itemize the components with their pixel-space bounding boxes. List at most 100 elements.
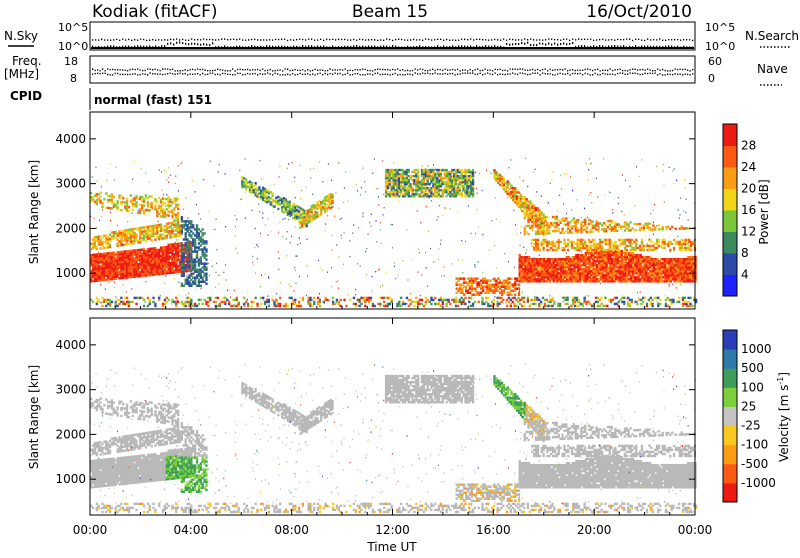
power-cell: [470, 297, 472, 299]
power-cell: [559, 303, 561, 305]
power-cell: [345, 305, 347, 307]
power-cell: [272, 192, 274, 194]
power-cell: [300, 305, 302, 307]
power-cell: [455, 297, 457, 299]
power-cell: [251, 305, 253, 307]
power-cell: [567, 249, 569, 251]
power-cell: [690, 249, 692, 251]
power-cell: [374, 305, 376, 307]
power-cell: [675, 228, 677, 230]
power-cell: [98, 299, 100, 301]
power-cell: [646, 303, 648, 305]
power-cell: [260, 303, 262, 305]
power-cell: [135, 195, 137, 197]
power-cell: [518, 277, 520, 279]
power-cell: [464, 303, 466, 305]
power-cell: [99, 247, 101, 249]
power-cell: [166, 235, 168, 237]
power-cell: [340, 305, 342, 307]
freq-traces: [92, 69, 693, 75]
power-cell: [671, 243, 673, 245]
power-cell: [158, 197, 160, 199]
power-cell: [493, 169, 495, 171]
power-cell: [379, 303, 381, 305]
power-cell: [151, 239, 153, 241]
power-cell: [355, 303, 357, 305]
power-cell: [99, 195, 101, 197]
power-cell: [319, 299, 321, 301]
power-cell: [577, 219, 579, 221]
power-cell: [116, 200, 118, 202]
power-cell: [669, 249, 671, 251]
power-cell: [143, 299, 145, 301]
power-cell: [181, 242, 183, 244]
power-cell: [111, 301, 113, 303]
power-cell: [275, 299, 277, 301]
power-cell: [156, 200, 158, 202]
power-cell: [673, 247, 675, 249]
power-cell: [635, 229, 637, 231]
power-cell: [520, 194, 522, 196]
power-cell: [279, 303, 281, 305]
cpid-label: CPID: [10, 89, 42, 103]
power-cell: [228, 301, 230, 303]
power-cell: [183, 273, 185, 275]
power-cell: [243, 297, 245, 299]
power-cell: [205, 262, 207, 264]
power-cell: [644, 297, 646, 299]
power-cell: [349, 299, 351, 301]
power-cell: [101, 305, 103, 307]
power-cell: [205, 283, 207, 285]
power-cell: [277, 208, 279, 210]
power-cell: [309, 297, 311, 299]
power-cell: [135, 303, 137, 305]
power-cell: [569, 221, 571, 223]
power-cell: [151, 196, 153, 198]
power-cell: [160, 223, 162, 225]
nsky-baseline: [91, 47, 694, 49]
n-tick-top-left: 10^5: [58, 21, 88, 34]
power-cell: [663, 247, 665, 249]
noise-panel: N.Sky 10^5 10^0 10^5 10^0 N.Search: [4, 21, 799, 53]
power-cell: [262, 297, 264, 299]
power-cell: [111, 193, 113, 195]
power-cell: [149, 299, 151, 301]
power-cell: [434, 297, 436, 299]
power-cell: [507, 180, 509, 182]
power-cell: [398, 301, 400, 303]
power-cell: [457, 305, 459, 307]
power-cell: [658, 239, 660, 241]
power-cell: [273, 206, 275, 208]
power-cell: [623, 297, 625, 299]
nsky-trace: [92, 42, 693, 47]
power-cell: [177, 204, 179, 206]
power-cell: [616, 297, 618, 299]
power-cell: [583, 297, 585, 299]
power-cell: [360, 303, 362, 305]
power-cell: [279, 297, 281, 299]
power-cell: [120, 297, 122, 299]
power-cell: [472, 169, 474, 171]
power-cell: [203, 232, 205, 234]
n-tick-bottom-right: 10^0: [705, 40, 735, 53]
power-cell: [181, 246, 183, 248]
power-cell: [205, 254, 207, 256]
power-cell: [205, 240, 207, 242]
station-title: Kodiak (fitACF): [92, 2, 218, 22]
power-cell: [629, 221, 631, 223]
power-heatmap: [90, 158, 697, 307]
power-cell: [200, 285, 202, 287]
power-cell: [205, 248, 207, 250]
power-cell: [190, 220, 192, 222]
power-cell: [515, 305, 517, 307]
power-cell: [196, 224, 198, 226]
power-cell: [185, 264, 187, 266]
power-cell: [539, 249, 541, 251]
n-tick-top-right: 10^5: [705, 21, 735, 34]
power-cell: [132, 301, 134, 303]
power-cell: [616, 230, 618, 232]
n-tick-bottom-left: 10^0: [58, 40, 88, 53]
power-cell: [541, 212, 543, 214]
power-cell: [605, 228, 607, 230]
power-cell: [537, 214, 539, 216]
